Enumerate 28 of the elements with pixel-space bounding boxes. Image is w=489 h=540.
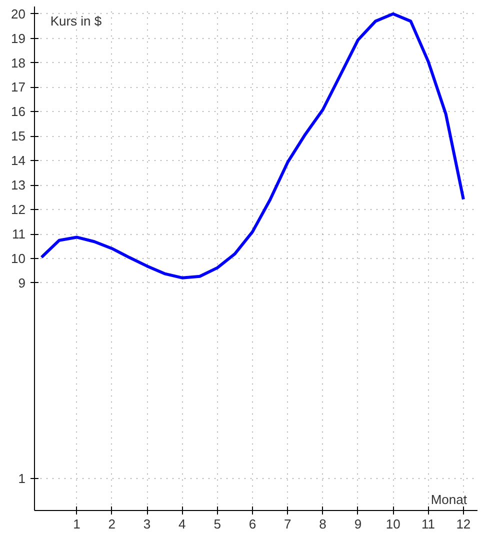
y-tick-label: 19 xyxy=(11,30,26,46)
y-tick-label: 1 xyxy=(18,471,26,486)
x-tick-label: 10 xyxy=(386,516,400,532)
x-tick-label: 2 xyxy=(108,516,116,532)
x-tick-label: 6 xyxy=(248,516,256,532)
y-tick-label: 14 xyxy=(11,153,26,168)
x-tick-label: 3 xyxy=(143,516,151,532)
y-tick-label: 11 xyxy=(12,226,26,242)
y-tick-label: 12 xyxy=(11,202,26,218)
y-tick-label: 20 xyxy=(11,6,26,22)
x-axis-title: Monat xyxy=(430,492,468,507)
y-axis-title: Kurs in $ xyxy=(50,14,102,29)
x-tick-label: 9 xyxy=(354,516,362,532)
x-tick-label: 5 xyxy=(214,516,221,532)
y-tick-label: 10 xyxy=(11,251,26,266)
x-tick-label: 12 xyxy=(456,516,471,532)
x-tick-label: 1 xyxy=(73,516,80,532)
y-tick-label: 15 xyxy=(11,128,26,144)
x-tick-label: 11 xyxy=(422,516,436,532)
y-tick-label: 9 xyxy=(18,275,26,290)
y-tick-label: 13 xyxy=(11,178,26,193)
line-series xyxy=(40,12,465,280)
x-tick-label: 7 xyxy=(284,516,292,532)
x-tick-label: 8 xyxy=(319,516,326,532)
y-tick-label: 18 xyxy=(11,55,26,70)
x-tick-label: 4 xyxy=(178,516,186,532)
y-tick-label: 17 xyxy=(11,80,26,95)
y-tick-label: 16 xyxy=(11,104,26,120)
